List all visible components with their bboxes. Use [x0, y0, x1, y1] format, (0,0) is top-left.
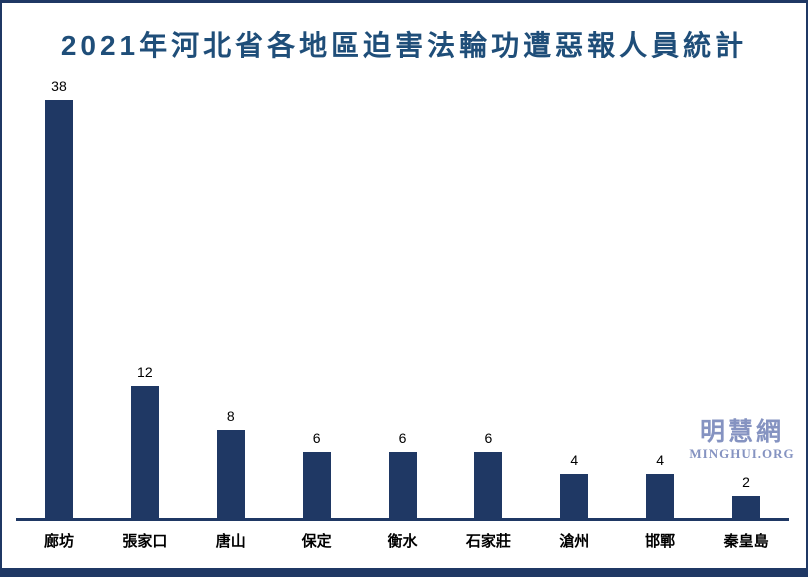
bar-slot: 8: [188, 408, 274, 518]
bar-slot: 12: [102, 364, 188, 518]
bar-slot: 2: [703, 474, 789, 518]
bar-slot: 4: [617, 452, 703, 518]
bar-slot: 6: [360, 430, 446, 518]
bar: [646, 474, 675, 518]
bar: [44, 100, 73, 518]
bar: [474, 452, 503, 518]
watermark-cjk-text: 明慧網: [699, 418, 784, 446]
x-axis-line: [16, 518, 789, 521]
category-label: 石家莊: [465, 533, 511, 550]
bar-value-label: 12: [137, 364, 153, 380]
bar-slot: 6: [274, 430, 360, 518]
chart-title: 2021年河北省各地區迫害法輪功遭惡報人員統計: [60, 30, 748, 61]
category-label: 保定: [301, 533, 332, 550]
category-label: 唐山: [215, 533, 246, 550]
category-label: 張家口: [122, 533, 168, 550]
categories-row: 廊坊 張家口 唐山 保定 衡水 石家莊 滄州 邯鄲 秦皇島: [16, 533, 789, 551]
bar-value-label: 4: [570, 452, 579, 468]
bar: [302, 452, 331, 518]
bar: [732, 496, 761, 518]
bar-value-label: 4: [656, 452, 665, 468]
bar: [216, 430, 245, 518]
bar-slot: 38: [16, 78, 102, 518]
bar-value-label: 2: [742, 474, 750, 490]
bar-slot: 4: [531, 452, 617, 518]
category-label: 滄州: [559, 533, 590, 550]
minghui-watermark: 明慧網 MINGHUI.ORG: [685, 418, 799, 461]
bars-row: 38 12 8 6 6 6 4 4 2: [16, 3, 789, 518]
bar-slot: 6: [445, 430, 531, 518]
category-label: 衡水: [387, 533, 418, 550]
watermark-latin-text: MINGHUI.ORG: [689, 446, 795, 461]
category-label: 秦皇島: [723, 533, 769, 550]
bar: [130, 386, 159, 518]
bar: [388, 452, 417, 518]
category-label: 邯鄲: [645, 533, 676, 550]
bottom-band: [2, 568, 806, 577]
bar: [560, 474, 589, 518]
bar-value-label: 38: [51, 78, 67, 94]
category-label: 廊坊: [43, 533, 74, 550]
bar-value-label: 6: [312, 430, 321, 446]
bar-value-label: 8: [226, 408, 235, 424]
bar-value-label: 6: [484, 430, 493, 446]
bar-value-label: 6: [398, 430, 407, 446]
